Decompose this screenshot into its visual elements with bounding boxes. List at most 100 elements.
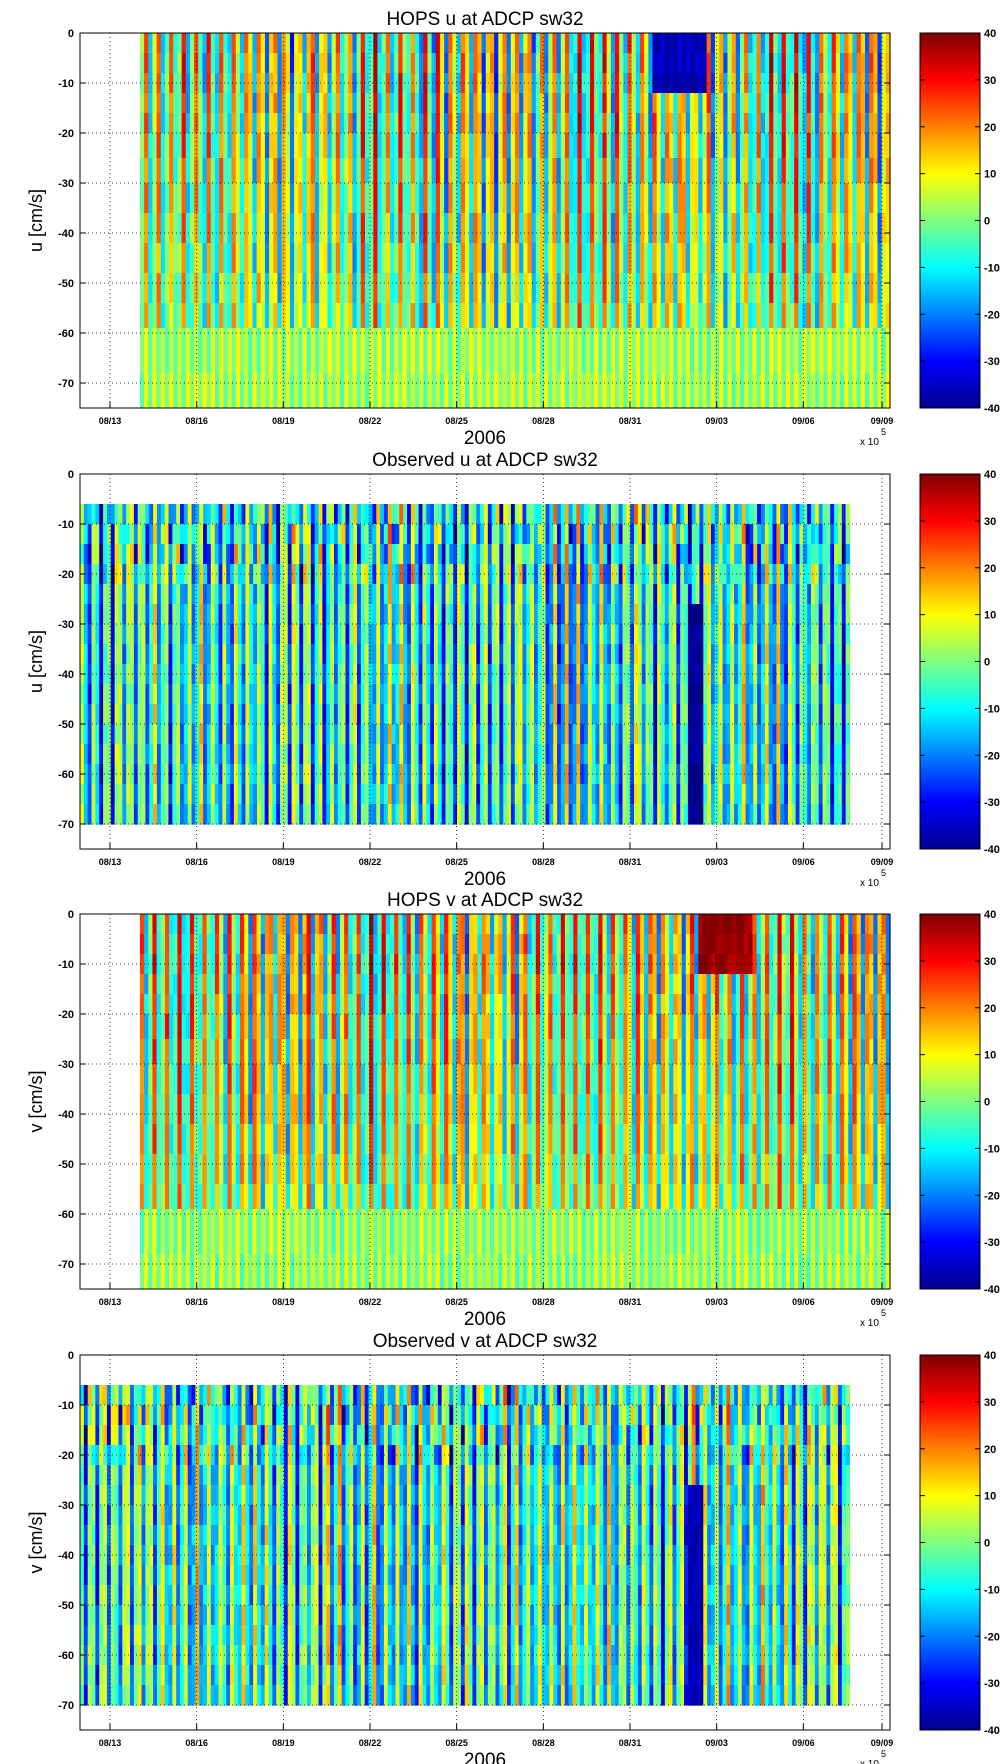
heatmap-cell <box>664 113 670 134</box>
heatmap-cell <box>885 158 891 184</box>
heatmap-cell <box>303 544 308 565</box>
heatmap-cell <box>637 504 643 525</box>
heatmap-cell <box>169 53 174 74</box>
heatmap-cell <box>180 564 185 585</box>
heatmap-cell <box>160 664 166 685</box>
heatmap-cell <box>865 243 870 274</box>
heatmap-cell <box>568 504 574 525</box>
heatmap-cell <box>160 764 166 785</box>
heatmap-cell <box>781 93 787 114</box>
y-tick-label: -40 <box>58 228 74 240</box>
heatmap-cell <box>191 584 197 605</box>
heatmap-cell <box>330 744 335 765</box>
heatmap-cell <box>357 684 362 705</box>
heatmap-cell <box>602 303 608 329</box>
heatmap-cell <box>831 373 837 409</box>
heatmap-cell <box>756 158 762 184</box>
heatmap-cell <box>319 273 324 304</box>
heatmap-cell <box>623 33 629 54</box>
heatmap-cell <box>239 158 245 184</box>
heatmap-cell <box>260 183 266 214</box>
heatmap-cell <box>269 113 274 134</box>
heatmap-cell <box>877 93 883 114</box>
heatmap-cell <box>133 804 139 825</box>
heatmap-cell <box>144 273 149 304</box>
heatmap-cell <box>527 93 533 114</box>
heatmap-cell <box>677 213 683 244</box>
heatmap-cell <box>710 33 716 54</box>
heatmap-cell <box>372 804 377 825</box>
heatmap-cell <box>144 243 149 274</box>
heatmap-cell <box>202 213 208 244</box>
heatmap-cell <box>627 373 633 409</box>
heatmap-cell <box>865 213 870 244</box>
heatmap-cell <box>510 158 516 184</box>
heatmap-cell <box>203 784 208 805</box>
heatmap-cell <box>460 744 466 765</box>
heatmap-cell <box>603 624 608 645</box>
heatmap-cell <box>577 373 583 409</box>
heatmap-cell <box>439 243 445 274</box>
heatmap-cell <box>439 73 445 94</box>
heatmap-cell <box>499 684 504 705</box>
heatmap-cell <box>473 303 479 329</box>
heatmap-cell <box>534 724 539 745</box>
heatmap-cell <box>306 73 312 94</box>
heatmap-cell <box>564 604 570 625</box>
heatmap-cell <box>253 784 258 805</box>
heatmap-cell <box>364 504 370 525</box>
heatmap-cell <box>222 684 227 705</box>
heatmap-cell <box>385 33 391 54</box>
heatmap-cell <box>180 504 185 525</box>
heatmap-cell <box>777 303 783 329</box>
heatmap-cell <box>239 53 245 74</box>
heatmap-cell <box>156 33 162 54</box>
heatmap-cell <box>118 584 123 605</box>
heatmap-cell <box>303 744 308 765</box>
heatmap-cell <box>385 328 391 374</box>
heatmap-cell <box>152 113 158 134</box>
heatmap-cell <box>364 73 370 94</box>
heatmap-cell <box>622 624 627 645</box>
heatmap-cell <box>331 113 337 134</box>
heatmap-cell <box>735 273 741 304</box>
heatmap-cell <box>519 133 524 159</box>
heatmap-cell <box>248 213 254 244</box>
heatmap-cell <box>126 584 131 605</box>
heatmap-cell <box>457 764 462 785</box>
heatmap-cell <box>530 804 535 825</box>
heatmap-cell <box>744 273 749 304</box>
heatmap-cell <box>406 183 412 214</box>
heatmap-cell <box>527 328 533 374</box>
x-axis-label: 2006 <box>464 428 506 449</box>
heatmap-cell <box>80 724 85 745</box>
heatmap-cell <box>122 584 127 605</box>
heatmap-cell <box>323 243 329 274</box>
heatmap-cell <box>164 53 170 74</box>
heatmap-cell <box>195 764 200 785</box>
heatmap-cell <box>630 624 635 645</box>
heatmap-cell <box>144 373 149 409</box>
heatmap-cell <box>422 504 427 525</box>
heatmap-cell <box>244 158 249 184</box>
heatmap-cell <box>614 644 620 665</box>
heatmap-cell <box>510 744 516 765</box>
heatmap-cell <box>399 684 404 705</box>
heatmap-cell <box>530 644 535 665</box>
heatmap-cell <box>394 93 399 114</box>
heatmap-cell <box>535 273 541 304</box>
heatmap-cell <box>364 584 370 605</box>
heatmap-cell <box>319 93 324 114</box>
heatmap-cell <box>481 243 487 274</box>
heatmap-cell <box>241 764 247 785</box>
heatmap-cell <box>441 624 447 645</box>
heatmap-cell <box>727 113 733 134</box>
heatmap-cell <box>476 704 481 725</box>
heatmap-cell <box>106 584 112 605</box>
heatmap-cell <box>860 113 866 134</box>
heatmap-cell <box>639 213 645 244</box>
heatmap-cell <box>584 724 589 745</box>
heatmap-cell <box>789 113 795 134</box>
heatmap-cell <box>453 804 458 825</box>
heatmap-cell <box>314 724 320 745</box>
